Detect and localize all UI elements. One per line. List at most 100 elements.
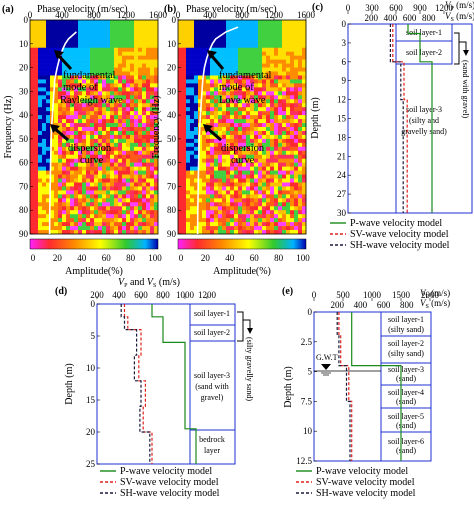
heatmap-cell bbox=[62, 119, 67, 124]
heatmap-cell bbox=[286, 115, 291, 120]
heatmap-cell bbox=[94, 27, 99, 33]
heatmap-cell bbox=[254, 138, 259, 144]
heatmap-cell bbox=[194, 59, 199, 64]
heatmap-cell bbox=[74, 158, 79, 163]
heatmap-cell bbox=[134, 182, 139, 187]
heatmap-cell bbox=[278, 154, 283, 159]
heatmap-cell bbox=[98, 51, 103, 56]
heatmap-cell bbox=[246, 59, 251, 64]
heatmap-cell bbox=[290, 178, 295, 183]
panel-b-xlabel: Phase velocity (m/sec) bbox=[186, 4, 277, 15]
panel-c-vs-label: VS (m/s) bbox=[445, 11, 474, 23]
heatmap-cell bbox=[146, 210, 151, 215]
heatmap-cell bbox=[242, 83, 247, 88]
panel-b: (b) Phase velocity (m/sec) 0 400 800 1200 16… bbox=[151, 4, 316, 277]
heatmap-cell bbox=[298, 198, 303, 203]
heatmap-cell bbox=[294, 43, 299, 49]
heatmap-cell bbox=[194, 226, 199, 231]
heatmap-cell bbox=[34, 138, 39, 144]
heatmap-cell bbox=[290, 43, 295, 49]
panel-d-layer1: soil layer-1 bbox=[194, 309, 230, 318]
heatmap-cell bbox=[106, 178, 111, 183]
heatmap-cell bbox=[62, 202, 67, 207]
heatmap-cell bbox=[274, 79, 279, 84]
heatmap-cell bbox=[214, 218, 219, 223]
heatmap-cell bbox=[134, 31, 139, 37]
heatmap-cell bbox=[202, 166, 207, 171]
heatmap-cell bbox=[82, 91, 87, 96]
heatmap-cell bbox=[150, 79, 155, 84]
heatmap-cell bbox=[286, 103, 291, 108]
heatmap-cell bbox=[246, 91, 251, 96]
heatmap-cell bbox=[78, 142, 83, 148]
heatmap-cell bbox=[130, 154, 135, 159]
panel-a-arrow-2 bbox=[53, 126, 69, 142]
heatmap-cell bbox=[294, 83, 299, 88]
heatmap-cell bbox=[82, 75, 87, 80]
heatmap-cell bbox=[214, 27, 219, 33]
heatmap-cell bbox=[234, 142, 239, 148]
heatmap-cell bbox=[50, 190, 55, 195]
heatmap-cell bbox=[122, 146, 127, 152]
heatmap-cell bbox=[250, 222, 255, 227]
heatmap-cell bbox=[46, 178, 51, 183]
heatmap-cell bbox=[182, 206, 187, 211]
heatmap-cell bbox=[70, 230, 75, 235]
heatmap-cell bbox=[238, 182, 243, 187]
heatmap-cell bbox=[294, 103, 299, 108]
heatmap-cell bbox=[130, 95, 135, 100]
heatmap-cell bbox=[154, 230, 159, 235]
heatmap-cell bbox=[202, 55, 207, 60]
heatmap-cell bbox=[150, 71, 155, 76]
heatmap-cell bbox=[150, 31, 155, 37]
heatmap-cell bbox=[194, 202, 199, 207]
heatmap-cell bbox=[78, 226, 83, 231]
heatmap-cell bbox=[142, 178, 147, 183]
heatmap-cell bbox=[94, 67, 99, 72]
heatmap-cell bbox=[30, 178, 35, 183]
heatmap-cell bbox=[230, 170, 235, 175]
heatmap-cell bbox=[58, 198, 63, 203]
heatmap-cell bbox=[146, 198, 151, 203]
heatmap-cell bbox=[230, 142, 235, 148]
heatmap-cell bbox=[238, 87, 243, 92]
heatmap-cell bbox=[122, 174, 127, 179]
heatmap-cell bbox=[302, 23, 307, 29]
heatmap-cell bbox=[90, 59, 95, 64]
heatmap-cell bbox=[250, 210, 255, 215]
heatmap-cell bbox=[54, 154, 59, 159]
heatmap-cell bbox=[278, 174, 283, 179]
heatmap-cell bbox=[190, 218, 195, 223]
heatmap-cell bbox=[286, 107, 291, 112]
heatmap-cell bbox=[30, 47, 35, 52]
heatmap-cell bbox=[182, 87, 187, 92]
heatmap-cell bbox=[266, 59, 271, 64]
heatmap-cell bbox=[126, 87, 131, 92]
heatmap-cell bbox=[178, 210, 183, 215]
heatmap-cell bbox=[74, 71, 79, 76]
heatmap-cell bbox=[42, 182, 47, 187]
heatmap-cell bbox=[70, 206, 75, 211]
heatmap-cell bbox=[154, 174, 159, 179]
heatmap-cell bbox=[282, 59, 287, 64]
heatmap-cell bbox=[30, 95, 35, 100]
heatmap-cell bbox=[270, 198, 275, 203]
heatmap-cell bbox=[266, 138, 271, 144]
y-tick-label: 60 bbox=[19, 158, 29, 168]
heatmap-cell bbox=[110, 150, 115, 156]
heatmap-cell bbox=[82, 174, 87, 179]
heatmap-cell bbox=[262, 178, 267, 183]
heatmap-cell bbox=[126, 214, 131, 219]
heatmap-cell bbox=[234, 51, 239, 56]
heatmap-cell bbox=[138, 138, 143, 144]
heatmap-cell bbox=[126, 35, 131, 41]
heatmap-cell bbox=[242, 174, 247, 179]
heatmap-cell bbox=[230, 230, 235, 235]
heatmap-cell bbox=[118, 71, 123, 76]
heatmap-cell bbox=[98, 87, 103, 92]
heatmap-cell bbox=[38, 35, 43, 41]
heatmap-cell bbox=[250, 39, 255, 45]
heatmap-cell bbox=[202, 154, 207, 159]
y-tick-label: 9 bbox=[342, 76, 347, 86]
heatmap-cell bbox=[190, 206, 195, 211]
